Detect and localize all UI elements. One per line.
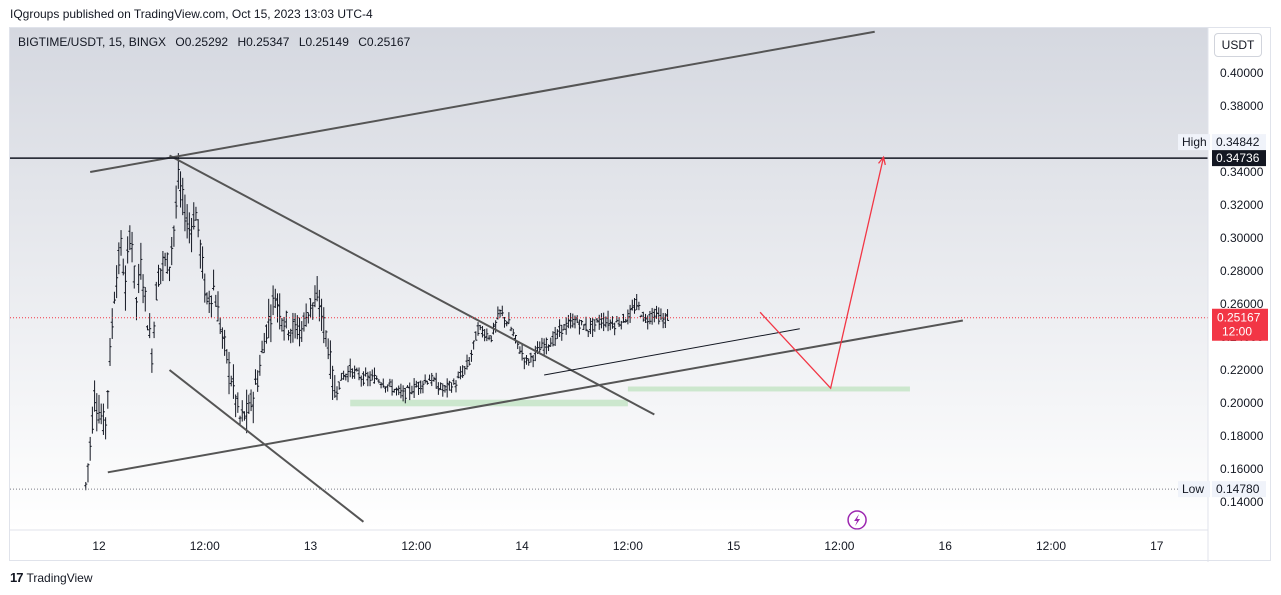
trendline-1[interactable]	[169, 154, 655, 416]
x-tick-label: 12:00	[1036, 539, 1066, 553]
low-value: L0.25149	[298, 35, 349, 49]
low-tag-label: Low	[1182, 482, 1204, 496]
brand-name: TradingView	[26, 570, 93, 585]
low-tag-bg	[1212, 481, 1266, 498]
support-zone-1[interactable]	[627, 386, 910, 392]
x-tick-label: 14	[515, 539, 529, 553]
y-tick-label: 0.28000	[1220, 264, 1264, 278]
x-tick-label: 12:00	[401, 539, 431, 553]
low-tag-value: 0.14780	[1216, 482, 1260, 496]
trendline-2[interactable]	[168, 369, 365, 523]
high-value: H0.25347	[237, 35, 290, 49]
x-tick-label: 12	[92, 539, 106, 553]
last-price-countdown: 12:00	[1222, 325, 1252, 339]
chart-frame[interactable]: 0.140000.160000.180000.200000.220000.240…	[9, 27, 1272, 562]
publish-info: IQgroups published on TradingView.com, O…	[10, 7, 373, 21]
x-tick-label: 15	[727, 539, 741, 553]
symbol-label: BIGTIME/USDT, 15, BINGX	[18, 35, 167, 49]
y-tick-label: 0.34000	[1220, 165, 1264, 179]
low-tag-label-bg	[1178, 481, 1210, 498]
high-tag-label-bg	[1178, 134, 1210, 151]
y-tick-label: 0.32000	[1220, 198, 1264, 212]
y-tick-label: 0.18000	[1220, 429, 1264, 443]
high-tag-bg	[1212, 134, 1266, 151]
open-value: O0.25292	[175, 35, 229, 49]
x-tick-label: 12:00	[190, 539, 220, 553]
trendline-4[interactable]	[544, 328, 800, 376]
y-tick-label: 0.30000	[1220, 231, 1264, 245]
x-tick-label: 12:00	[824, 539, 854, 553]
tradingview-logo-icon: 17	[10, 570, 24, 585]
footer-brand: 17 TradingView	[10, 570, 93, 585]
y-tick-label: 0.20000	[1220, 396, 1264, 410]
y-tick-label: 0.40000	[1220, 66, 1264, 80]
crosshair-tag-value: 0.34736	[1216, 151, 1260, 165]
x-tick-label: 17	[1150, 539, 1164, 553]
y-tick-label: 0.26000	[1220, 297, 1264, 311]
x-tick-label: 12:00	[613, 539, 643, 553]
currency-button[interactable]: USDT	[1214, 33, 1262, 57]
trendline-0[interactable]	[90, 30, 875, 173]
trendline-3[interactable]	[107, 319, 964, 474]
close-value: C0.25167	[358, 35, 411, 49]
projection-path[interactable]	[759, 157, 885, 390]
y-tick-label: 0.38000	[1220, 99, 1264, 113]
y-tick-label: 0.16000	[1220, 462, 1264, 476]
chart-background	[10, 28, 1208, 530]
y-tick-label: 0.14000	[1220, 495, 1264, 509]
y-tick-label: 0.22000	[1220, 363, 1264, 377]
high-tag-value: 0.34842	[1216, 135, 1260, 149]
high-tag-label: High	[1182, 135, 1207, 149]
x-tick-label: 16	[939, 539, 953, 553]
symbol-legend: BIGTIME/USDT, 15, BINGX O0.25292 H0.2534…	[18, 35, 416, 49]
crosshair-tag-bg	[1212, 150, 1266, 167]
last-price-value: 0.25167	[1217, 311, 1261, 325]
support-zone-0[interactable]	[350, 399, 628, 407]
x-tick-label: 13	[304, 539, 318, 553]
last-price-tag-bg	[1212, 308, 1268, 341]
lightning-glyph	[854, 514, 861, 526]
price-chart[interactable]: 0.140000.160000.180000.200000.220000.240…	[10, 28, 1272, 562]
projection-arrowhead	[878, 155, 886, 166]
